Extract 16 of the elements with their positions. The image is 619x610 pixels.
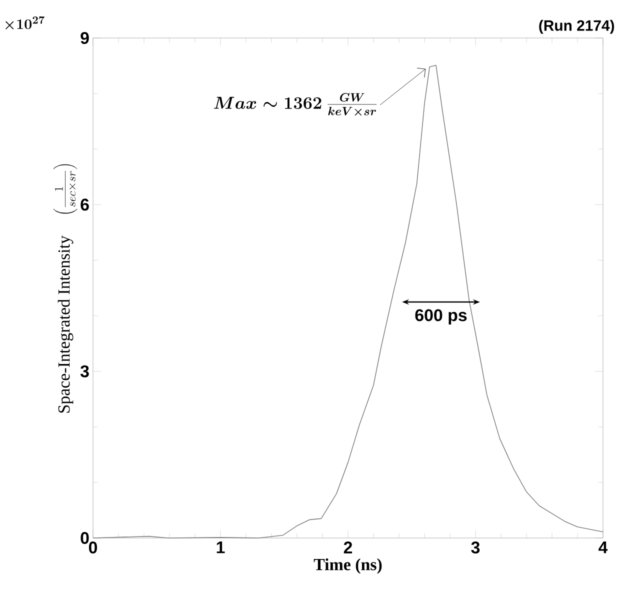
text: $\times 10^{27}$ (6, 16, 45, 30)
x-tick-label: 2 (344, 542, 352, 554)
y-tick-label: 6 (80, 198, 89, 211)
y-tick-label: 3 (80, 365, 89, 378)
annotation: $Max \sim 1362\ \frac{GW}{keV\times sr}$ (214, 93, 377, 116)
line-series (92, 64, 604, 538)
x-tick-label: 3 (471, 542, 480, 554)
x-tick-label: 4 (598, 542, 608, 554)
x-axis-title: Time (ns) (314, 558, 382, 574)
x-tick-label: 0 (88, 542, 98, 554)
annotation: 600 ps (415, 309, 467, 325)
chart-title: (Run 2174) (539, 20, 614, 34)
x-tick-label: 1 (216, 542, 225, 554)
y-axis-title: $\mbox{Space-Integrated Intensity}\quad\left(\frac{1}{sec\times sr}\right)$ (53, 164, 78, 413)
y-tick-label: 9 (80, 32, 89, 44)
y-tick-label: 0 (80, 532, 89, 544)
